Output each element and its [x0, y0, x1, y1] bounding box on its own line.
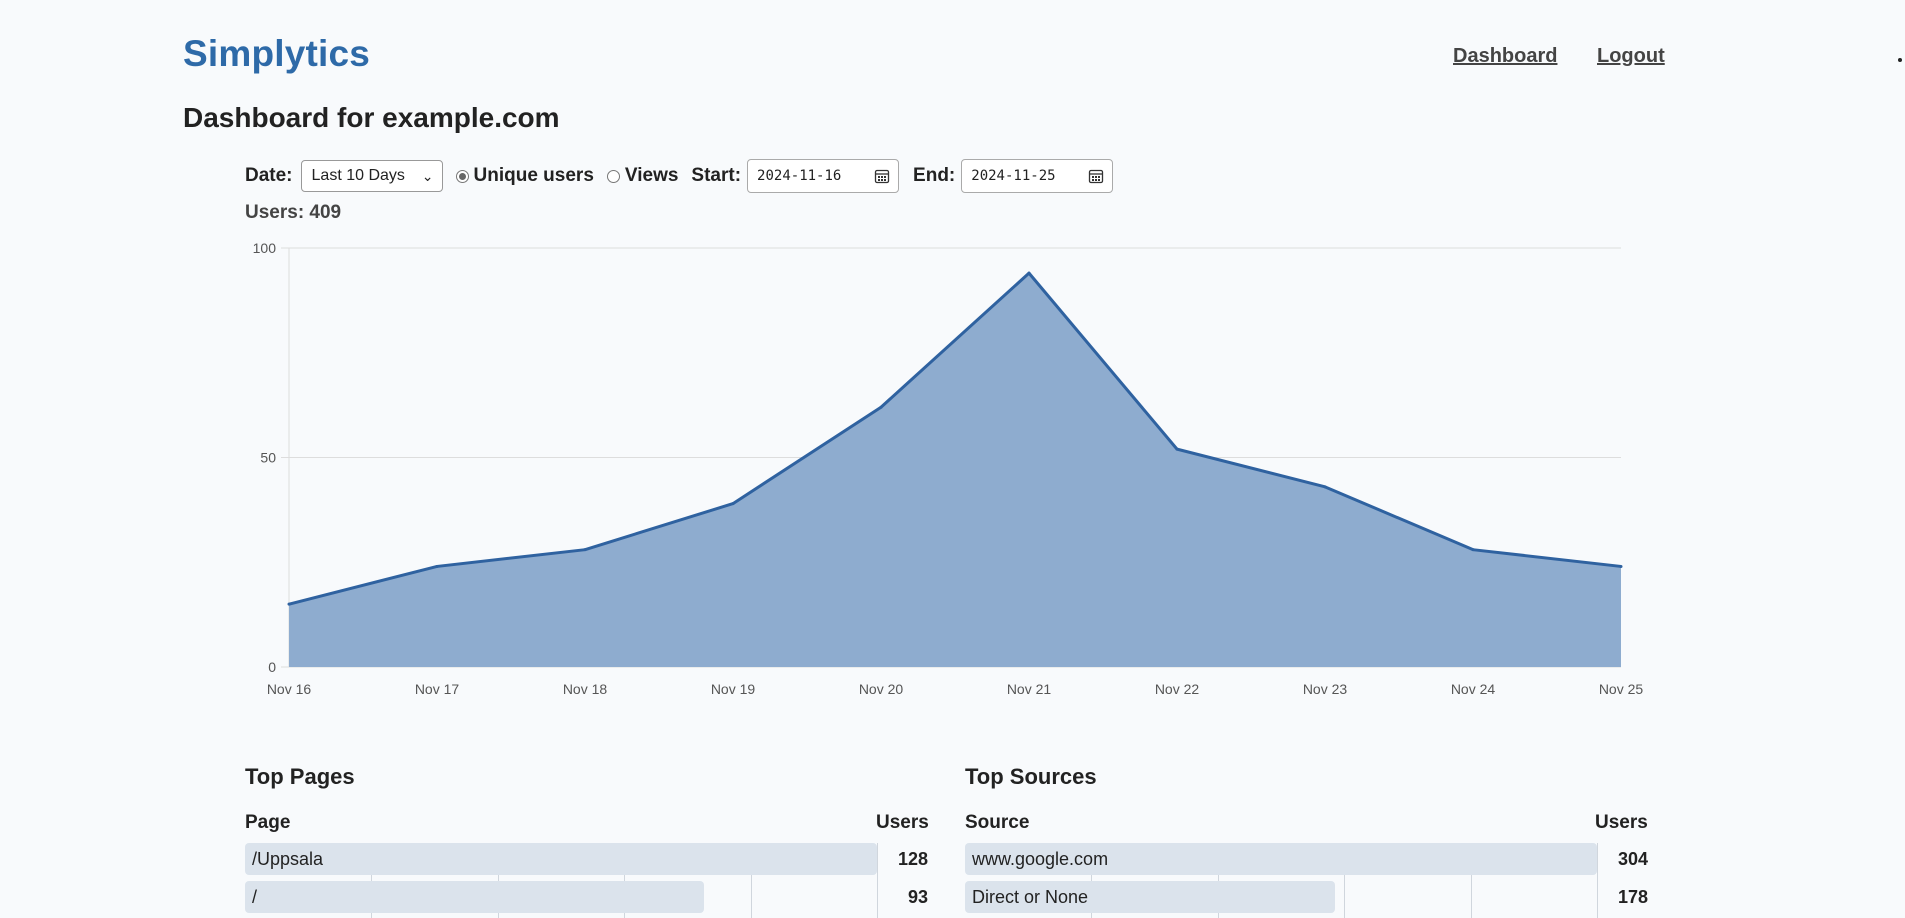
x-tick-label: Nov 22	[1155, 681, 1200, 697]
top-pages-row-label[interactable]: /Uppsala	[252, 849, 324, 869]
top-pages-col-users: Users	[876, 812, 929, 833]
top-sources-gridline	[1344, 843, 1345, 918]
views-radio[interactable]	[606, 169, 620, 183]
y-tick-label: 100	[253, 240, 277, 256]
calendar-icon[interactable]	[874, 168, 890, 184]
top-sources-row-value: 178	[1617, 887, 1648, 907]
top-pages-col-page: Page	[245, 812, 291, 833]
x-tick-label: Nov 24	[1451, 681, 1496, 697]
top-sources-row-bar	[965, 881, 1335, 913]
top-pages-gridline	[498, 843, 499, 918]
series-line	[288, 271, 1622, 606]
start-date-input[interactable]: 2024-11-16	[747, 159, 900, 193]
top-sources-col-source: Source	[965, 812, 1030, 833]
users-summary: Users: 409	[245, 202, 342, 223]
top-pages-gridline	[371, 843, 372, 918]
data-point	[287, 602, 291, 606]
x-tick-label: Nov 25	[1599, 681, 1644, 697]
calendar-icon[interactable]	[1088, 168, 1104, 184]
date-range-select[interactable]: Last 10 Days ⌄	[300, 160, 443, 192]
top-pages-row-value: 93	[907, 887, 928, 907]
x-tick-label: Nov 17	[415, 681, 460, 697]
start-date-value: 2024-11-16	[757, 168, 842, 184]
x-tick-label: Nov 19	[711, 681, 756, 697]
page-title: Dashboard for example.com	[183, 102, 560, 133]
end-label: End:	[913, 165, 956, 186]
data-point	[731, 502, 735, 506]
top-pages-row-bar	[245, 843, 877, 875]
x-tick-label: Nov 16	[267, 681, 312, 697]
data-point	[1175, 447, 1179, 451]
data-point	[435, 564, 439, 568]
top-pages-row-value: 128	[897, 849, 928, 869]
end-date-value: 2024-11-25	[971, 168, 1056, 184]
top-sources-title: Top Sources	[965, 764, 1097, 789]
top-sources-row-label[interactable]: Direct or None	[972, 887, 1089, 907]
x-tick-label: Nov 20	[859, 681, 904, 697]
top-sources-row-label[interactable]: www.google.com	[972, 849, 1109, 869]
nav-logout-link[interactable]: Logout	[1597, 45, 1665, 67]
unique-users-label[interactable]: Unique users	[473, 165, 594, 186]
data-point	[583, 548, 587, 552]
data-point	[1027, 271, 1031, 275]
bullet-dot	[1898, 58, 1902, 62]
start-label: Start:	[691, 165, 742, 186]
nav-dashboard-link[interactable]: Dashboard	[1453, 45, 1558, 67]
top-pages-row-bar	[245, 881, 704, 913]
x-tick-label: Nov 18	[563, 681, 608, 697]
top-sources-gridline	[1597, 843, 1598, 918]
top-sources-col-users: Users	[1595, 812, 1648, 833]
data-point	[1619, 564, 1623, 568]
top-sources-row-value: 304	[1617, 849, 1648, 869]
unique-users-radio[interactable]	[455, 169, 469, 183]
y-tick-label: 50	[260, 450, 276, 466]
top-pages-gridline	[751, 843, 752, 918]
top-sources-row-bar	[965, 843, 1597, 875]
date-label: Date:	[245, 165, 293, 186]
chevron-down-icon: ⌄	[421, 167, 434, 184]
end-date-input[interactable]: 2024-11-25	[961, 159, 1114, 193]
top-sources-gridline	[1471, 843, 1472, 918]
data-point	[1471, 548, 1475, 552]
data-point	[1323, 485, 1327, 489]
x-tick-label: Nov 23	[1303, 681, 1348, 697]
filter-controls: Date: Last 10 Days ⌄ Unique users Views …	[245, 159, 1114, 193]
x-tick-label: Nov 21	[1007, 681, 1052, 697]
date-range-value: Last 10 Days	[311, 167, 405, 184]
y-tick-label: 0	[268, 659, 276, 675]
views-label[interactable]: Views	[624, 165, 679, 186]
data-point	[879, 405, 883, 409]
brand-logo[interactable]: Simplytics	[183, 33, 371, 74]
top-pages-gridline	[877, 843, 878, 918]
top-sources-gridline	[1218, 843, 1219, 918]
top-pages-title: Top Pages	[245, 764, 355, 789]
users-area-chart: 0 50 100 Nov 16 Nov 17 Nov 18 Nov 19 Nov 20 Nov …	[253, 240, 1644, 697]
series-area	[289, 273, 1621, 667]
top-pages-gridline	[624, 843, 625, 918]
top-pages-row-label[interactable]: /	[252, 887, 258, 907]
top-sources-gridline	[1091, 843, 1092, 918]
